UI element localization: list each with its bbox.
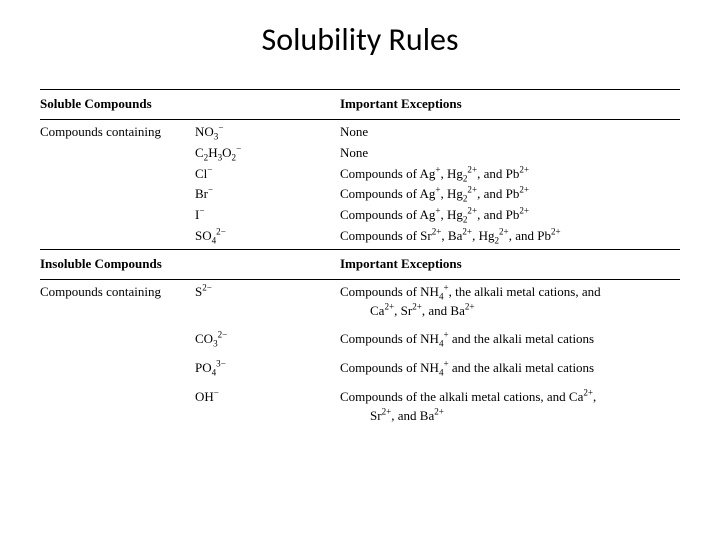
table-row: I−Compounds of Ag+, Hg22+, and Pb2+: [40, 205, 680, 226]
ion-formula: PO43−: [195, 359, 340, 378]
table-row: Compounds containingS2−Compounds of NH4+…: [40, 282, 680, 322]
exception-cell: Compounds of Sr2+, Ba2+, Hg22+, and Pb2+: [340, 227, 680, 246]
exception-cell: Compounds of the alkali metal cations, a…: [340, 388, 680, 426]
ion-formula: CO32−: [195, 330, 340, 349]
rule-mid: [40, 249, 680, 250]
lead-text: [40, 227, 195, 246]
ion-cell: CO32−: [40, 330, 340, 349]
page-title: Solubility Rules: [40, 20, 680, 59]
ion-formula: NO3−: [195, 123, 340, 142]
ion-cell: Br−: [40, 185, 340, 204]
table-row: Compounds containingNO3−None: [40, 122, 680, 143]
ion-cell: PO43−: [40, 359, 340, 378]
ion-cell: SO42−: [40, 227, 340, 246]
exception-cell: Compounds of NH4+ and the alkali metal c…: [340, 330, 680, 349]
table-row: SO42−Compounds of Sr2+, Ba2+, Hg22+, and…: [40, 226, 680, 247]
exception-cell: None: [340, 123, 680, 142]
exception-cell: Compounds of NH4+ and the alkali metal c…: [340, 359, 680, 378]
ion-cell: Compounds containingNO3−: [40, 123, 340, 142]
ion-cell: OH−: [40, 388, 340, 426]
ion-formula: S2−: [195, 283, 340, 321]
lead-text: [40, 206, 195, 225]
ion-formula: SO42−: [195, 227, 340, 246]
ion-cell: Cl−: [40, 165, 340, 184]
lead-text: Compounds containing: [40, 283, 195, 321]
ion-cell: I−: [40, 206, 340, 225]
lead-text: [40, 185, 195, 204]
header-insoluble: Insoluble Compounds: [40, 255, 340, 274]
soluble-section: Compounds containingNO3−NoneC2H3O2−NoneC…: [40, 122, 680, 247]
lead-text: [40, 165, 195, 184]
header-row-insoluble: Insoluble Compounds Important Exceptions: [40, 252, 680, 277]
ion-formula: C2H3O2−: [195, 144, 340, 163]
lead-text: [40, 359, 195, 378]
header-exceptions-2: Important Exceptions: [340, 255, 680, 274]
exception-cell: Compounds of NH4+, the alkali metal cati…: [340, 283, 680, 321]
lead-text: [40, 144, 195, 163]
ion-formula: OH−: [195, 388, 340, 426]
lead-text: [40, 330, 195, 349]
table-row: OH−Compounds of the alkali metal cations…: [40, 387, 680, 427]
insoluble-section: Compounds containingS2−Compounds of NH4+…: [40, 282, 680, 427]
rule-top: [40, 89, 680, 90]
table-row: C2H3O2−None: [40, 143, 680, 164]
table-row: Br−Compounds of Ag+, Hg22+, and Pb2+: [40, 184, 680, 205]
ion-formula: Br−: [195, 185, 340, 204]
solubility-table: Soluble Compounds Important Exceptions C…: [40, 89, 680, 427]
exception-cell: None: [340, 144, 680, 163]
ion-formula: I−: [195, 206, 340, 225]
header-exceptions-1: Important Exceptions: [340, 95, 680, 114]
lead-text: [40, 388, 195, 426]
rule-after-header-2: [40, 279, 680, 280]
lead-text: Compounds containing: [40, 123, 195, 142]
table-row: Cl−Compounds of Ag+, Hg22+, and Pb2+: [40, 164, 680, 185]
rule-after-header-1: [40, 119, 680, 120]
exception-cell: Compounds of Ag+, Hg22+, and Pb2+: [340, 206, 680, 225]
exception-cell: Compounds of Ag+, Hg22+, and Pb2+: [340, 185, 680, 204]
exception-cell: Compounds of Ag+, Hg22+, and Pb2+: [340, 165, 680, 184]
table-row: PO43−Compounds of NH4+ and the alkali me…: [40, 358, 680, 379]
header-soluble: Soluble Compounds: [40, 95, 340, 114]
header-row-soluble: Soluble Compounds Important Exceptions: [40, 92, 680, 117]
table-row: CO32−Compounds of NH4+ and the alkali me…: [40, 329, 680, 350]
ion-cell: C2H3O2−: [40, 144, 340, 163]
ion-cell: Compounds containingS2−: [40, 283, 340, 321]
ion-formula: Cl−: [195, 165, 340, 184]
